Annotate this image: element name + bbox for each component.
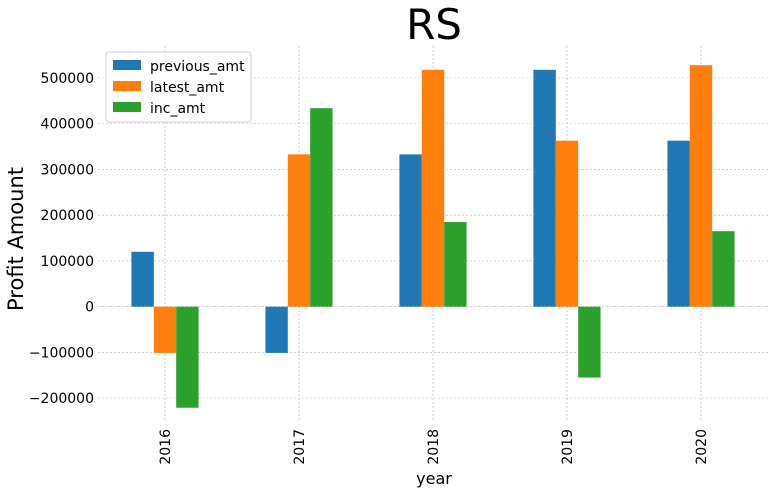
legend-label-previous_amt: previous_amt — [150, 59, 245, 75]
x-axis-ticks: 2016 2017 2018 2019 2020 — [158, 429, 710, 465]
x-tick-label: 2020 — [694, 429, 710, 465]
bar-inc_amt-2018 — [444, 222, 467, 307]
y-tick-label: 400000 — [41, 117, 94, 133]
y-tick-label: 100000 — [41, 254, 94, 270]
y-axis-label: Profit Amount — [4, 167, 28, 311]
legend-label-latest_amt: latest_amt — [150, 80, 225, 96]
x-tick-label: 2017 — [292, 429, 308, 465]
legend-label-inc_amt: inc_amt — [150, 101, 206, 117]
grid-lines — [98, 46, 768, 421]
x-tick-label: 2016 — [158, 429, 174, 465]
legend-swatch-latest_amt — [113, 81, 141, 91]
y-tick-label: 200000 — [41, 208, 94, 224]
legend-frame — [105, 51, 252, 123]
bar-previous_amt-2018 — [399, 154, 422, 307]
bar-latest_amt-2018 — [421, 69, 445, 307]
x-axis-label: year — [416, 469, 452, 488]
bar-previous_amt-2020 — [667, 140, 690, 307]
y-tick-label: 0 — [85, 300, 94, 316]
bar-inc_amt-2020 — [712, 231, 735, 307]
bar-previous_amt-2017 — [265, 306, 288, 353]
bar-previous_amt-2019 — [533, 69, 556, 307]
bar-latest_amt-2019 — [555, 140, 579, 307]
y-tick-label: −100000 — [29, 345, 94, 361]
bar-latest_amt-2017 — [287, 154, 311, 307]
y-axis-ticks: −200000 −100000 0 100000 200000 300000 400000 5… — [29, 71, 94, 407]
y-tick-label: −200000 — [29, 391, 94, 407]
y-tick-label: 300000 — [41, 162, 94, 178]
x-tick-label: 2018 — [426, 429, 442, 465]
bar-inc_amt-2017 — [310, 108, 333, 307]
y-tick-label: 500000 — [41, 71, 94, 87]
legend: previous_amt latest_amt inc_amt — [105, 51, 252, 123]
x-tick-label: 2019 — [560, 429, 576, 465]
bars — [131, 65, 735, 408]
bar-inc_amt-2019 — [578, 306, 601, 378]
chart-title: RS — [406, 0, 462, 49]
bar-latest_amt-2016 — [153, 306, 177, 353]
bar-latest_amt-2020 — [689, 65, 713, 307]
legend-swatch-inc_amt — [113, 102, 141, 112]
bar-inc_amt-2016 — [176, 306, 199, 408]
legend-swatch-previous_amt — [113, 60, 141, 70]
bar-previous_amt-2016 — [131, 251, 154, 307]
